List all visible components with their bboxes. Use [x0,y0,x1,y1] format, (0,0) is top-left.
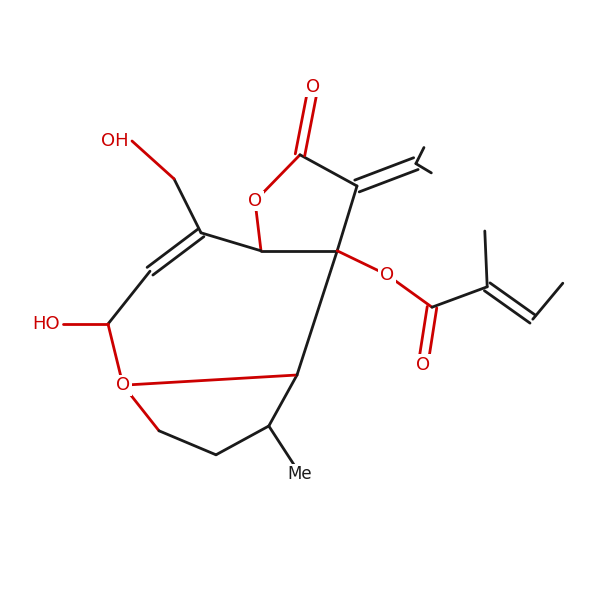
Text: O: O [306,78,320,96]
Text: HO: HO [32,315,60,333]
Text: Me: Me [287,465,313,483]
Text: OH: OH [101,132,129,150]
Text: O: O [416,356,430,374]
Text: O: O [116,376,130,394]
Text: O: O [380,266,394,284]
Text: O: O [248,192,262,210]
